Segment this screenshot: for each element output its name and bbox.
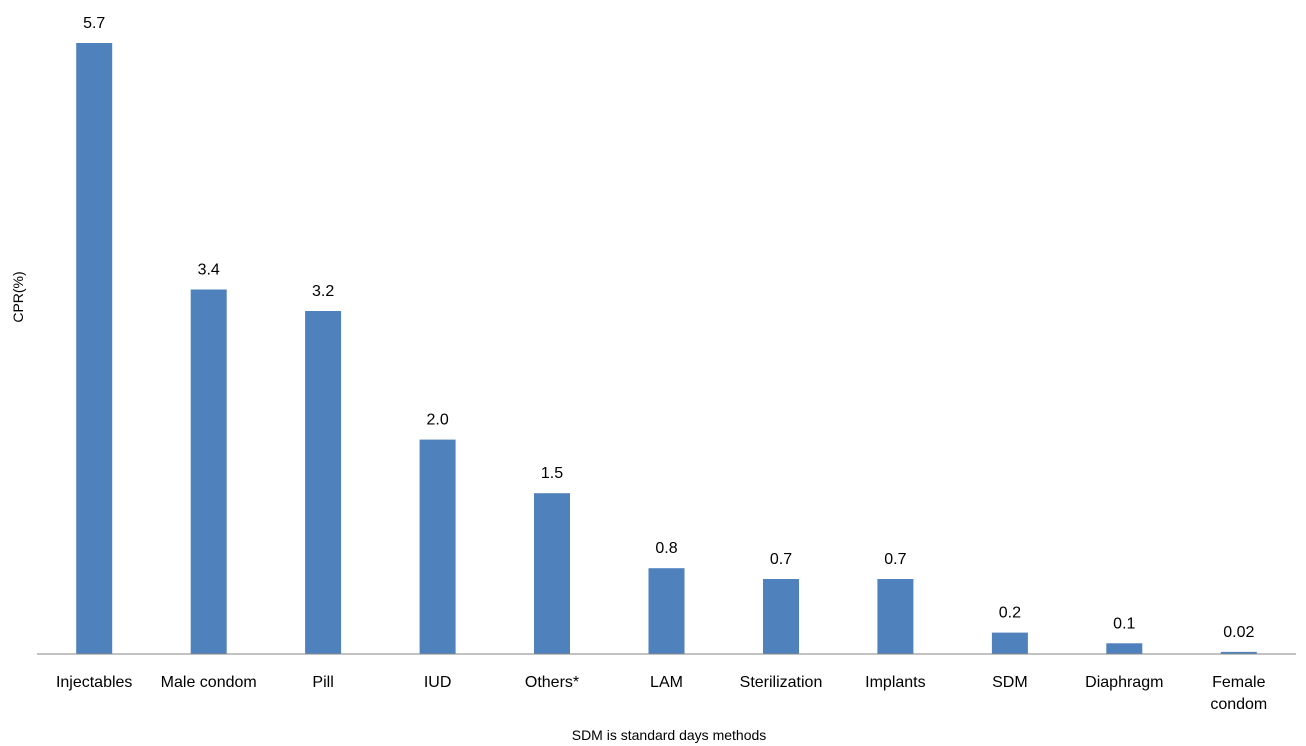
- bar-value-label: 3.2: [312, 283, 334, 300]
- bar: [991, 632, 1028, 654]
- bar: [190, 289, 227, 654]
- category-label: Sterilization: [740, 674, 823, 691]
- category-label: Diaphragm: [1085, 674, 1163, 691]
- bar-value-label: 0.1: [1113, 615, 1135, 632]
- category-label: Pill: [312, 674, 333, 691]
- bar-value-label: 0.7: [770, 551, 792, 568]
- category-label: Others*: [525, 674, 579, 691]
- x-axis-title: SDM is standard days methods: [572, 727, 767, 743]
- category-label: LAM: [650, 674, 683, 691]
- category-label: Implants: [865, 674, 925, 691]
- category-label: Female condom: [1210, 674, 1267, 713]
- bar-value-label: 0.7: [884, 551, 906, 568]
- bar: [763, 579, 799, 654]
- category-label: SDM: [992, 674, 1028, 691]
- bar-value-label: 2.0: [426, 412, 448, 429]
- bars-group: [76, 43, 1257, 654]
- category-label: IUD: [424, 674, 452, 691]
- category-labels-group: Injectables Male condom Pill IUD Others* LAM S…: [56, 674, 1267, 713]
- bar-value-label: 0.02: [1223, 624, 1254, 641]
- y-axis-title: CPR(%): [10, 271, 26, 322]
- bar: [305, 311, 342, 654]
- bar: [1106, 643, 1143, 654]
- bar: [534, 493, 570, 654]
- bar: [648, 568, 685, 654]
- bar-value-label: 1.5: [541, 465, 563, 482]
- bar: [877, 579, 914, 654]
- bar: [1220, 651, 1257, 654]
- bar: [76, 43, 113, 654]
- bar-value-label: 0.2: [999, 605, 1021, 622]
- category-label: Injectables: [56, 674, 133, 691]
- category-label: Male condom: [161, 674, 257, 691]
- bar-value-label: 5.7: [83, 15, 105, 32]
- bar-value-label: 0.8: [655, 540, 677, 557]
- bar-value-label: 3.4: [198, 262, 220, 279]
- value-labels-group: 5.7 3.4 3.2 2.0 1.5 0.8 0.7 0.7 0.2 0.1 0.02: [83, 15, 1254, 641]
- bar: [419, 439, 456, 654]
